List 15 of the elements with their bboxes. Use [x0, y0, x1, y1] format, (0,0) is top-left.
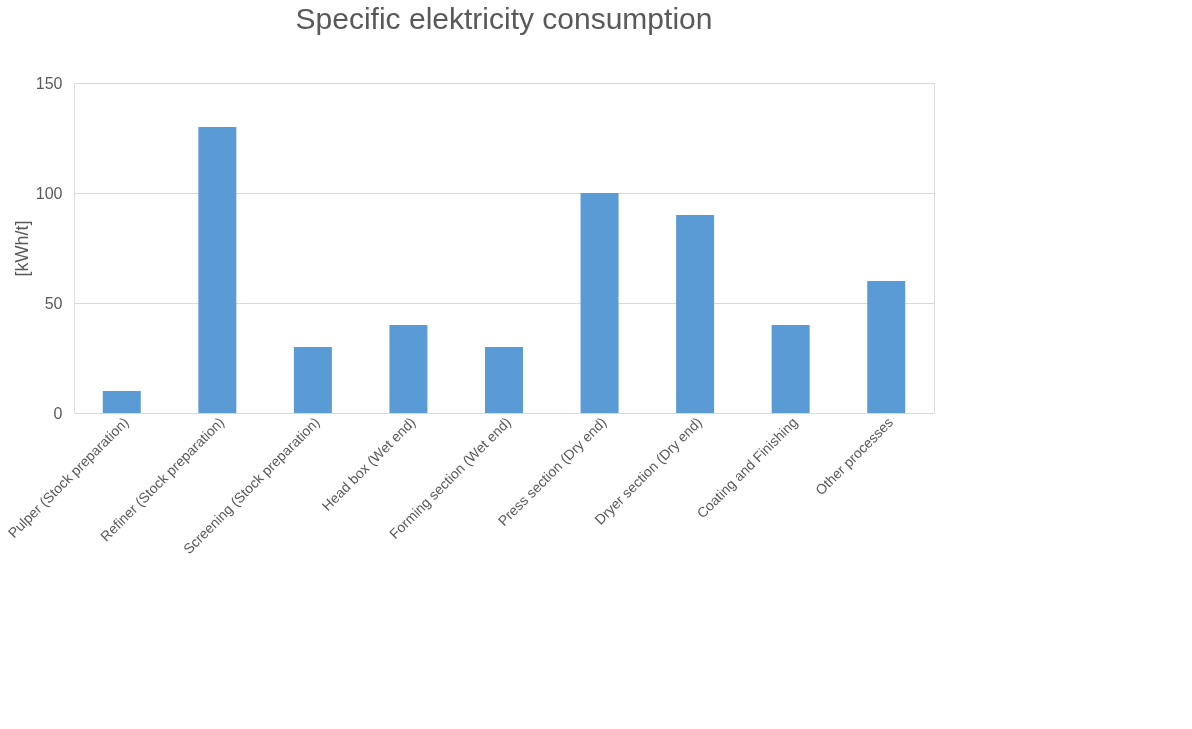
bar [293, 347, 332, 413]
y-tick-label: 150 [35, 74, 63, 92]
y-tick-label: 0 [53, 404, 63, 422]
bar [102, 391, 141, 413]
bar [580, 193, 619, 413]
bar [198, 127, 237, 413]
y-axis-title: [kWh/t] [11, 220, 32, 277]
bar [676, 215, 715, 413]
bar [771, 325, 810, 413]
bar [867, 281, 906, 413]
bar [485, 347, 523, 413]
chart-title: Specific elektricity consumption [295, 2, 713, 35]
y-tick-label: 50 [44, 294, 63, 312]
y-tick-label: 100 [35, 184, 63, 202]
bar [389, 325, 428, 413]
